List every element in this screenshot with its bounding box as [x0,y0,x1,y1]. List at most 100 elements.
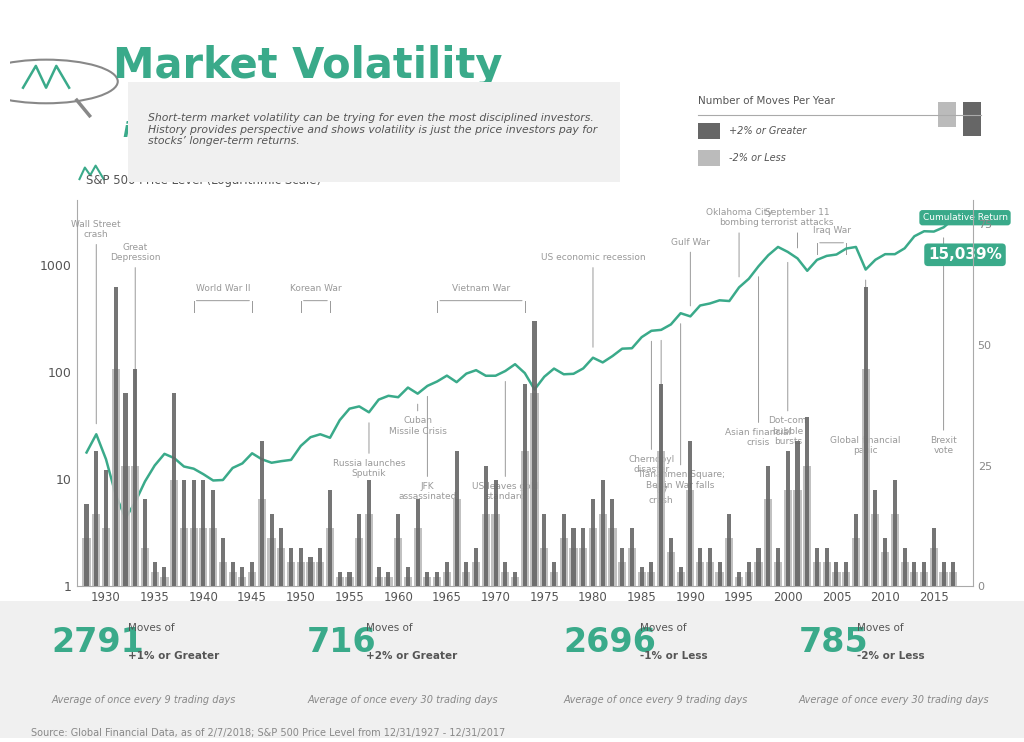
Bar [893,480,897,586]
Bar [679,567,683,586]
Bar [618,562,627,586]
Text: Dot-com
bubble
bursts: Dot-com bubble bursts [768,263,807,446]
Bar [375,577,383,586]
Text: -1% or Less: -1% or Less [640,651,708,661]
Bar [287,562,295,586]
Text: +1% or Greater: +1% or Greater [128,651,219,661]
Bar [481,513,489,586]
Bar [336,577,344,586]
Bar [708,548,712,586]
Bar [112,369,120,586]
Text: Source: Global Financial Data, as of 2/7/2018; S&P 500 Price Level from 12/31/19: Source: Global Financial Data, as of 2/7… [31,729,505,738]
Bar [318,548,323,586]
Bar [582,528,586,586]
Bar [258,499,266,586]
Bar [163,567,167,586]
Bar [267,538,275,586]
Text: +2% or Greater: +2% or Greater [729,126,806,136]
Bar [513,571,517,586]
Bar [442,571,451,586]
Bar [474,548,478,586]
Bar [355,538,364,586]
Text: S&P 500 Price Level (Logarithmic Scale): S&P 500 Price Level (Logarithmic Scale) [86,174,321,187]
Bar [377,567,381,586]
Text: 2696: 2696 [563,626,656,659]
Bar [172,393,176,586]
Text: -2% or Less: -2% or Less [729,153,786,163]
Bar [170,480,178,586]
Bar [757,548,761,586]
Bar [133,369,137,586]
Bar [347,571,351,586]
Bar [248,571,256,586]
Text: Iraq War: Iraq War [813,226,851,235]
Bar [591,499,595,586]
Bar [455,451,459,586]
Bar [718,562,722,586]
Text: 15,039%: 15,039% [928,247,1001,262]
Bar [608,528,616,586]
Bar [462,571,470,586]
Bar [550,571,558,586]
Bar [202,480,206,586]
Bar [912,562,916,586]
Bar [161,577,169,586]
Bar [444,562,449,586]
Bar [326,528,334,586]
Bar [698,123,720,139]
Bar [939,571,947,586]
Bar [102,528,111,586]
Bar [191,480,196,586]
Text: Wall Street
crash: Wall Street crash [72,220,121,424]
Bar [492,513,500,586]
Bar [239,577,247,586]
Bar [414,528,422,586]
Bar [260,441,264,586]
Bar [686,490,694,586]
Bar [423,577,431,586]
Bar [289,548,293,586]
Bar [299,548,303,586]
Bar [698,548,702,586]
Bar [669,538,673,586]
Bar [532,321,537,586]
Bar [345,577,353,586]
Bar [589,528,597,586]
Text: Market Volatility: Market Volatility [113,45,502,87]
Bar [659,384,664,586]
Bar [211,490,215,586]
Bar [511,577,519,586]
Bar [813,562,821,586]
Bar [141,548,150,586]
Bar [306,562,314,586]
Bar [396,513,400,586]
Bar [406,567,410,586]
Bar [930,548,938,586]
Bar [805,417,809,586]
Bar [435,571,439,586]
Bar [920,571,928,586]
Bar [143,499,147,586]
Bar [796,441,800,586]
Bar [794,490,802,586]
Text: US leaves gold
standard: US leaves gold standard [472,381,539,502]
Bar [900,562,908,586]
Bar [735,577,743,586]
Text: Asian financial
crisis: Asian financial crisis [725,277,792,447]
Bar [200,528,208,586]
Bar [386,571,390,586]
Bar [416,499,420,586]
Bar [151,571,159,586]
Bar [472,562,480,586]
Bar [891,513,899,586]
Bar [883,538,887,586]
Bar [308,557,312,586]
Bar [910,571,919,586]
Bar [541,548,549,586]
Bar [530,393,539,586]
Text: Average of once every 9 trading days: Average of once every 9 trading days [51,695,236,705]
Bar [365,513,373,586]
Text: Moves of: Moves of [640,623,687,634]
Bar [727,513,731,586]
Text: Moves of: Moves of [366,623,413,634]
